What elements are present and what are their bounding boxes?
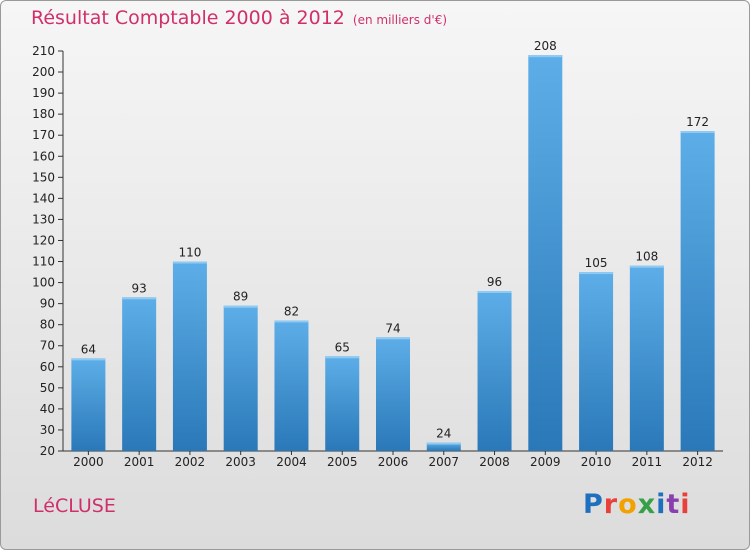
x-tick-label-2011: 2011 [632,455,663,469]
bar-2005[interactable] [325,356,360,451]
bar-2004[interactable] [274,320,309,451]
bar-2008[interactable] [477,291,512,451]
bar-top-edge [629,265,664,268]
logo-letter: i [680,489,691,520]
bars [71,55,715,452]
y-tick-label: 80 [40,318,55,332]
y-tick-label: 90 [40,297,55,311]
bar-top-edge [376,337,410,340]
value-label-2007: 24 [436,427,451,441]
value-label-2006: 74 [385,321,400,335]
bar-top-edge [122,297,157,300]
x-tick-label-2001: 2001 [124,455,155,469]
y-tick-label: 160 [32,149,55,163]
bar-top-edge [680,131,715,133]
y-tick-label: 40 [40,402,55,416]
x-tick-label-2000: 2000 [73,455,104,469]
y-tick-label: 130 [32,212,55,226]
value-label-2000: 64 [81,342,96,356]
x-tick-label-2012: 2012 [682,455,713,469]
chart-title: Résultat Comptable 2000 à 2012 (en millie… [31,7,447,29]
logo-letter: x [637,489,657,520]
y-tick-label: 190 [32,86,55,100]
x-tick-label-2007: 2007 [428,455,459,469]
y-tick-label: 60 [40,360,55,374]
y-tick-label: 210 [32,44,55,58]
bar-2001[interactable] [122,297,157,451]
logo-letter: t [666,489,681,520]
y-tick-label: 100 [32,276,55,290]
bar-top-edge [172,261,207,264]
value-label-2004: 82 [284,304,299,318]
bar-top-edge [477,291,512,293]
proxiti-logo[interactable]: Proxiti [583,489,691,520]
x-tick-label-2004: 2004 [276,455,307,469]
value-label-2008: 96 [487,275,502,289]
x-tick-label-2010: 2010 [581,455,612,469]
y-tick-label: 170 [32,128,55,142]
bar-2002[interactable] [172,261,207,451]
value-label-2005: 65 [335,340,350,354]
bar-2012[interactable] [680,131,715,451]
logo-letter: P [583,489,604,520]
bar-top-edge [274,320,309,323]
y-tick-label: 50 [40,381,55,395]
x-tick-label-2002: 2002 [175,455,206,469]
logo-letter: o [618,489,638,520]
bar-top-edge [71,358,106,361]
y-tick-label: 120 [32,233,55,247]
chart-subtitle: (en milliers d'€) [352,13,448,27]
y-tick-label: 150 [32,170,55,184]
labels: 64 2000 93 2001 110 2002 89 2003 82 2004 65 2005 74 2… [73,39,713,469]
bar-2010[interactable] [579,272,614,451]
value-label-2010: 105 [585,256,608,270]
bar-top-edge [528,55,563,58]
commune-name: LéCLUSE [33,495,116,517]
logo-letter: i [656,489,667,520]
bar-top-edge [325,356,360,359]
y-tick-label: 140 [32,191,55,205]
y-tick-label: 70 [40,339,55,353]
y-tick-label: 110 [32,255,55,269]
bar-2011[interactable] [629,265,664,451]
value-label-2011: 108 [635,250,658,264]
y-tick-label: 200 [32,65,55,79]
x-tick-label-2005: 2005 [327,455,358,469]
y-tick-label: 180 [32,107,55,121]
logo-letter: r [603,489,619,520]
bar-top-edge [579,272,614,275]
bar-2007[interactable] [426,442,461,451]
value-label-2001: 93 [132,281,147,295]
bar-2006[interactable] [376,337,410,451]
x-tick-label-2009: 2009 [530,455,561,469]
y-tick-label: 20 [40,444,55,458]
bar-2009[interactable] [528,55,563,452]
value-label-2009: 208 [534,39,557,53]
value-label-2002: 110 [178,246,201,260]
bar-top-edge [426,442,461,445]
bar-top-edge [223,305,258,308]
value-label-2003: 89 [233,290,248,304]
bar-2003[interactable] [223,305,258,451]
x-tick-label-2008: 2008 [479,455,510,469]
value-label-2012: 172 [686,115,709,129]
bar-2000[interactable] [71,358,106,451]
chart-title-text: Résultat Comptable 2000 à 2012 [31,7,345,29]
x-tick-label-2006: 2006 [378,455,409,469]
y-tick-label: 30 [40,423,55,437]
x-tick-label-2003: 2003 [225,455,256,469]
